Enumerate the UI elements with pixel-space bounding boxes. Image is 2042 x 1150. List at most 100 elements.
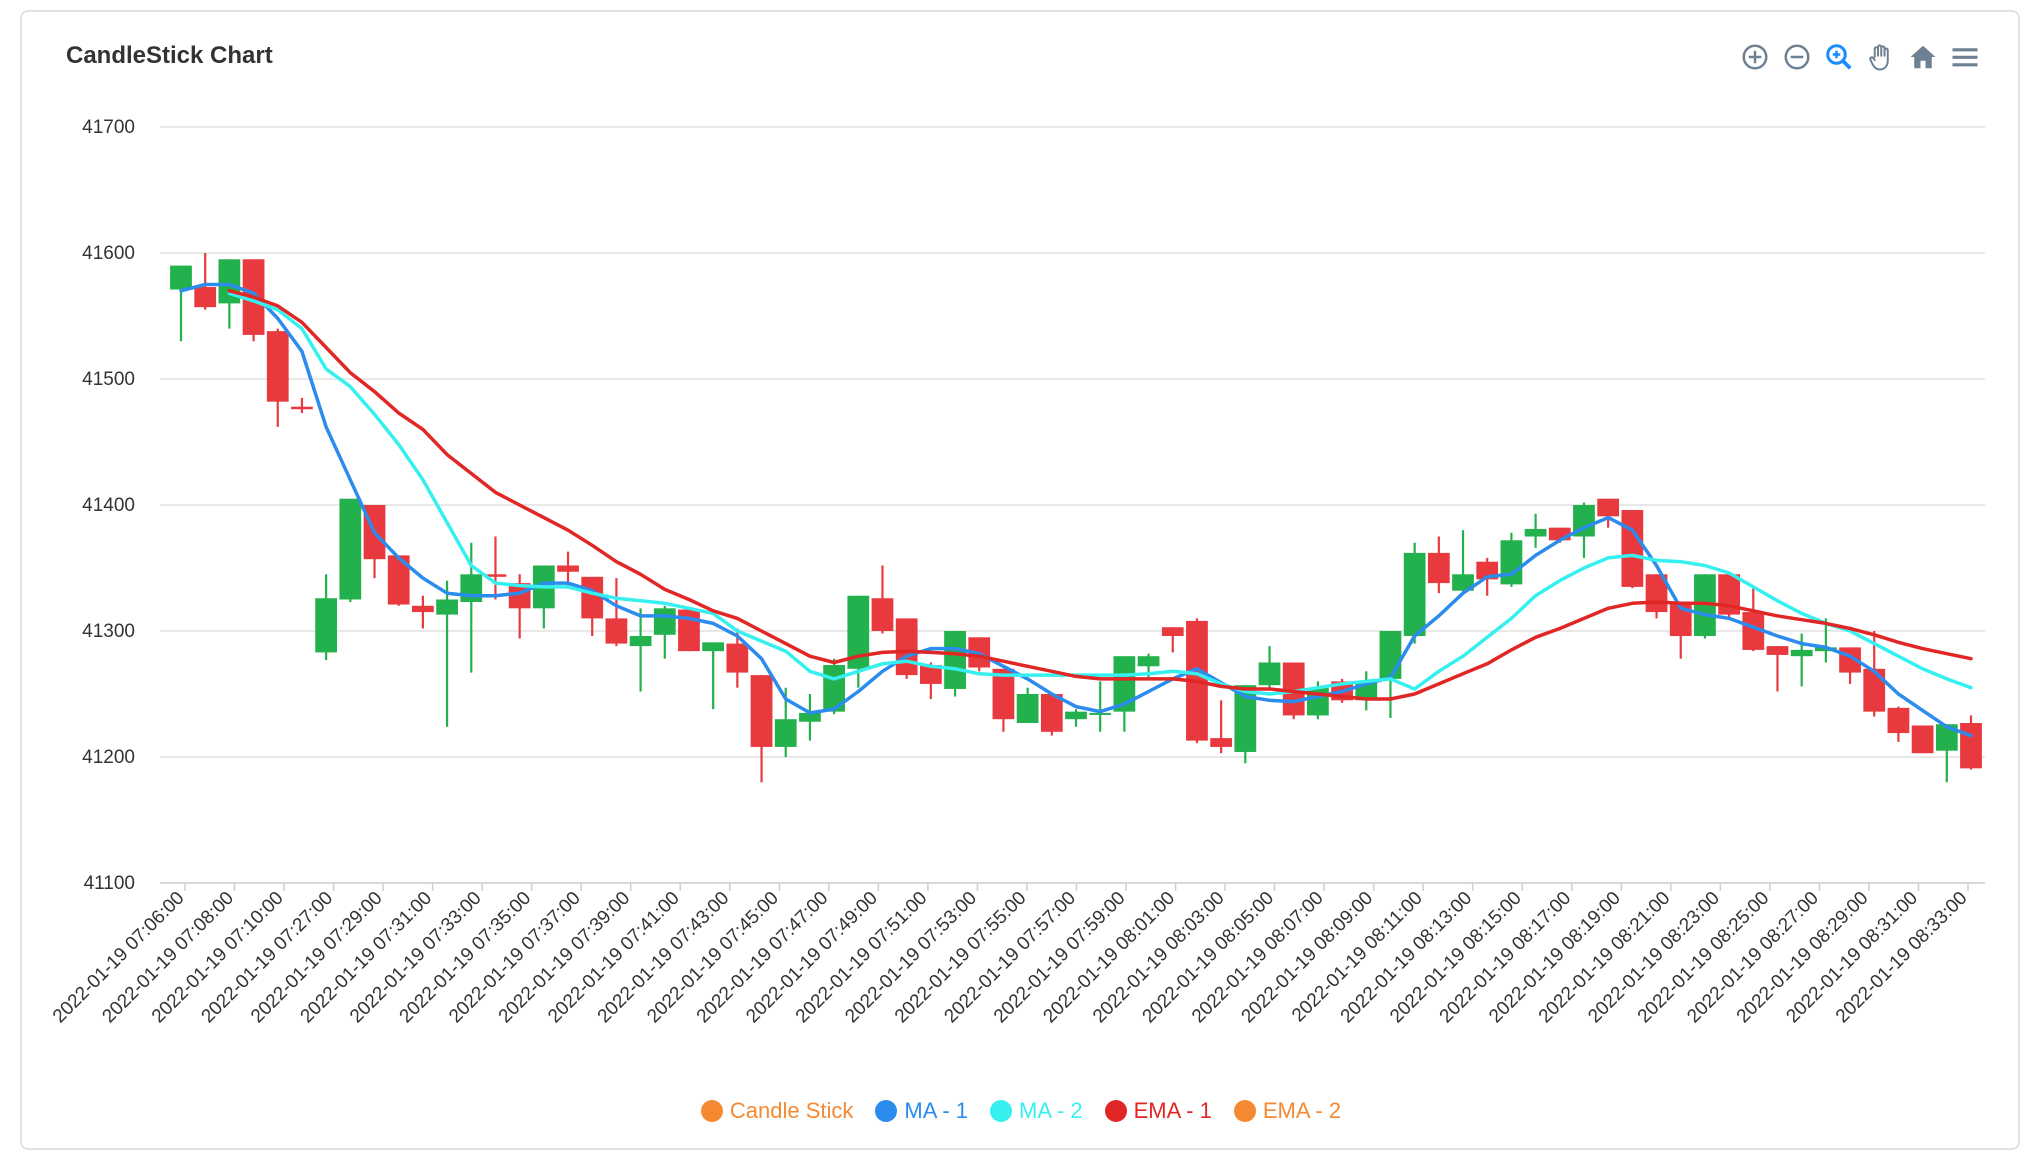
candle: [1355, 671, 1378, 711]
candle: [557, 551, 579, 587]
candle-body: [581, 576, 604, 619]
candle: [1040, 694, 1063, 736]
legend-label: EMA - 2: [1262, 1098, 1342, 1123]
legend-item[interactable]: MA - 2: [990, 1098, 1083, 1124]
menu-icon[interactable]: [1948, 40, 1982, 74]
candle: [1427, 536, 1450, 594]
candle-body: [1234, 685, 1257, 752]
y-tick-label: 41100: [84, 873, 135, 894]
candle: [1016, 687, 1039, 723]
candle: [944, 631, 966, 697]
candle-body: [847, 595, 870, 669]
candle: [1161, 627, 1184, 653]
legend-marker: [1104, 1100, 1127, 1122]
candle: [799, 694, 821, 741]
y-tick-label: 41300: [82, 621, 135, 642]
legend-label: MA - 1: [904, 1098, 968, 1123]
y-tick-label: 41700: [82, 117, 135, 138]
candle: [750, 675, 773, 783]
candle-body: [339, 498, 362, 600]
candles-series: [170, 253, 1982, 783]
candle: [1814, 618, 1837, 663]
candle-body: [1210, 738, 1233, 747]
legend-label: MA - 2: [1019, 1098, 1083, 1123]
candle-body: [750, 675, 773, 747]
candle: [484, 536, 507, 600]
candle: [895, 618, 918, 679]
candle-body: [436, 599, 458, 615]
candle-body: [387, 555, 410, 605]
legend-label: Candle Stick: [729, 1098, 854, 1123]
candle: [1766, 646, 1789, 692]
candle-body: [266, 331, 289, 402]
candle-body: [1379, 631, 1402, 679]
candle: [1089, 681, 1112, 732]
legend-label: EMA - 1: [1133, 1098, 1212, 1123]
candle: [653, 605, 676, 659]
candle-body: [702, 642, 725, 652]
candle-body: [605, 618, 628, 644]
candle: [291, 397, 313, 414]
candle-body: [484, 574, 507, 577]
candle: [1718, 574, 1740, 619]
legend-item[interactable]: MA - 1: [875, 1098, 968, 1124]
candle-body: [1766, 646, 1789, 655]
zoom-out-icon[interactable]: [1780, 40, 1814, 74]
candle-body: [1621, 510, 1644, 587]
reset-home-icon[interactable]: [1906, 40, 1940, 74]
candle: [1621, 510, 1644, 589]
candle-body: [1935, 724, 1958, 751]
candle-body: [871, 598, 894, 631]
candle: [871, 565, 894, 634]
candle-body: [1887, 707, 1910, 734]
candle: [1742, 586, 1765, 652]
candle: [1113, 656, 1136, 732]
candle-body: [1403, 552, 1426, 637]
candle: [436, 580, 458, 727]
y-tick-label: 41600: [82, 243, 135, 264]
legend-item[interactable]: Candle Stick: [700, 1098, 854, 1124]
candle-body: [629, 636, 652, 647]
candle: [170, 265, 192, 342]
candle: [1694, 574, 1716, 639]
legend-marker: [875, 1100, 898, 1122]
chart-toolbar: [1738, 40, 1982, 74]
legend-item[interactable]: EMA - 2: [1233, 1098, 1342, 1124]
candle: [1403, 542, 1426, 644]
candle-body: [1814, 647, 1837, 652]
legend-marker: [1233, 1100, 1256, 1122]
candle: [1960, 715, 1982, 770]
candle-body: [1113, 656, 1136, 712]
candle-body: [678, 609, 700, 652]
y-tick-label: 41200: [82, 747, 135, 768]
y-tick-label: 41500: [82, 369, 135, 390]
candle-body: [895, 618, 918, 676]
candle-body: [799, 712, 821, 722]
candle: [532, 565, 555, 629]
candle: [702, 642, 725, 710]
pan-hand-icon[interactable]: [1864, 40, 1898, 74]
candle-body: [557, 565, 579, 572]
candle-body: [1452, 574, 1474, 591]
candle-body: [1790, 649, 1813, 657]
candle-body: [1500, 540, 1523, 585]
candle: [387, 555, 410, 606]
selection-zoom-icon[interactable]: [1822, 40, 1856, 74]
y-axis: 41100 41200 41300 41400 41500 41600 41700: [82, 117, 135, 894]
candle: [581, 576, 604, 637]
candle-body: [291, 406, 313, 410]
candle-body: [1960, 722, 1982, 769]
candle-body: [1040, 694, 1063, 732]
ma-2-line: [227, 291, 1973, 696]
candle-body: [1161, 627, 1184, 637]
zoom-in-icon[interactable]: [1738, 40, 1772, 74]
candle: [339, 498, 362, 603]
candle: [678, 609, 700, 652]
candle: [605, 578, 628, 647]
line-series: [179, 282, 1973, 738]
candle: [1500, 532, 1523, 587]
legend-item[interactable]: EMA - 1: [1104, 1098, 1212, 1124]
candle-body: [1524, 528, 1547, 537]
